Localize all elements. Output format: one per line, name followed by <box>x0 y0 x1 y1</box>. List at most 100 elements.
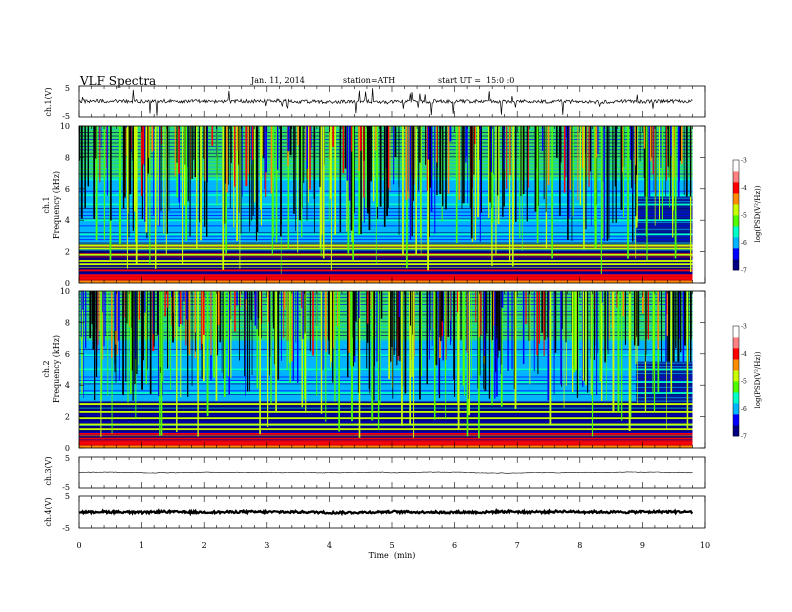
sferic-stripe <box>670 291 673 393</box>
sferic-stripe <box>577 126 579 201</box>
bright-spectral-line <box>79 428 693 431</box>
sferic-stripe <box>477 126 479 217</box>
time-tick-label: 5 <box>389 541 394 550</box>
sferic-stripe <box>583 126 585 250</box>
bright-spectral-line <box>79 381 693 383</box>
sferic-stripe <box>312 291 314 356</box>
sferic-stripe <box>149 291 152 394</box>
sferic-stripe <box>110 126 112 221</box>
sferic-stripe <box>426 126 428 191</box>
sferic-stripe <box>500 291 502 365</box>
frequency-tick-label: 2 <box>65 248 70 257</box>
frequency-tick-label: 0 <box>65 444 70 453</box>
frequency-tick-label: 8 <box>65 153 70 162</box>
sferic-stripe <box>185 126 188 241</box>
sferic-stripe <box>273 126 275 238</box>
sferic-stripe <box>287 126 289 249</box>
sferic-stripe <box>490 126 492 172</box>
sferic-stripe <box>635 126 637 217</box>
sferic-stripe <box>380 291 383 319</box>
spectral-line <box>79 366 693 368</box>
sferic-stripe <box>136 291 138 375</box>
sferic-stripe <box>292 291 294 381</box>
spectral-line <box>79 197 693 199</box>
sferic-stripe <box>260 126 262 226</box>
sferic-stripe <box>240 291 242 308</box>
sferic-stripe <box>554 291 557 353</box>
sferic-stripe <box>675 291 677 349</box>
sferic-stripe <box>134 126 136 212</box>
sferic-stripe <box>392 291 394 399</box>
sferic-stripe <box>464 126 465 204</box>
time-axis: 0 1 2 3 4 5 6 7 8 9 10 <box>76 541 710 550</box>
sferic-stripe <box>103 291 105 347</box>
sferic-stripe <box>445 126 447 210</box>
sferic-stripe <box>689 126 692 197</box>
sferic-stripe <box>81 291 83 398</box>
sferic-stripe <box>509 126 511 263</box>
sferic-stripe <box>398 126 400 188</box>
sferic-stripe <box>309 126 311 190</box>
sferic-stripe <box>630 291 632 418</box>
sferic-stripe <box>601 291 603 401</box>
sferic-stripe <box>257 291 260 319</box>
spectral-line <box>79 397 693 399</box>
sferic-stripe <box>117 291 120 341</box>
sferic-stripe <box>122 291 124 396</box>
sferic-stripe <box>379 126 382 207</box>
sferic-stripe <box>281 126 282 225</box>
sferic-stripe <box>393 291 395 356</box>
sferic-stripe <box>428 291 430 360</box>
sferic-stripe <box>249 291 250 392</box>
ch4-ylabel: ch.4(V) <box>44 497 53 526</box>
sferic-stripe <box>495 126 497 255</box>
spectral-line <box>79 414 693 416</box>
sferic-stripe <box>601 291 603 303</box>
sferic-stripe <box>301 291 303 309</box>
sferic-stripe <box>95 126 98 241</box>
sferic-stripe <box>83 291 84 398</box>
spectral-line <box>79 215 693 216</box>
sferic-stripe <box>145 291 147 385</box>
ch3-ytick-top: 5 <box>65 454 70 463</box>
time-tick-label: 4 <box>327 541 332 550</box>
sferic-stripe <box>430 126 433 212</box>
frequency-tick-label: 10 <box>60 122 70 131</box>
time-tick-label: 7 <box>515 541 520 550</box>
sferic-stripe <box>303 126 305 183</box>
spectral-line <box>79 304 693 305</box>
sferic-stripe <box>118 291 120 381</box>
sferic-stripe <box>259 291 261 435</box>
sferic-stripe <box>665 291 667 362</box>
sferic-stripe <box>132 291 134 401</box>
sferic-stripe <box>334 126 336 235</box>
sferic-stripe <box>591 291 594 437</box>
sferic-stripe <box>360 126 362 151</box>
sferic-stripe <box>328 291 330 355</box>
spectral-line <box>79 177 693 178</box>
sferic-stripe <box>594 291 596 346</box>
sferic-stripe <box>684 291 686 346</box>
sferic-stripe <box>475 291 477 323</box>
sferic-stripe <box>497 126 500 225</box>
sferic-stripe <box>604 291 607 363</box>
sferic-stripe <box>264 126 265 190</box>
bright-spectral-line <box>79 423 693 426</box>
sferic-stripe <box>489 126 491 203</box>
sferic-stripe <box>173 291 175 313</box>
sferic-stripe <box>501 291 504 308</box>
sferic-stripe <box>116 291 118 355</box>
colorbar-border <box>732 325 740 437</box>
sferic-stripe <box>515 126 517 222</box>
sferic-stripe <box>529 291 531 385</box>
sferic-stripe <box>576 291 579 398</box>
sferic-stripe <box>623 126 624 218</box>
sferic-stripe <box>99 291 100 331</box>
sferic-stripe <box>142 291 144 361</box>
sferic-stripe <box>358 126 361 235</box>
spectral-line <box>79 128 693 130</box>
sferic-stripe <box>568 126 570 219</box>
sferic-stripe <box>607 291 609 355</box>
